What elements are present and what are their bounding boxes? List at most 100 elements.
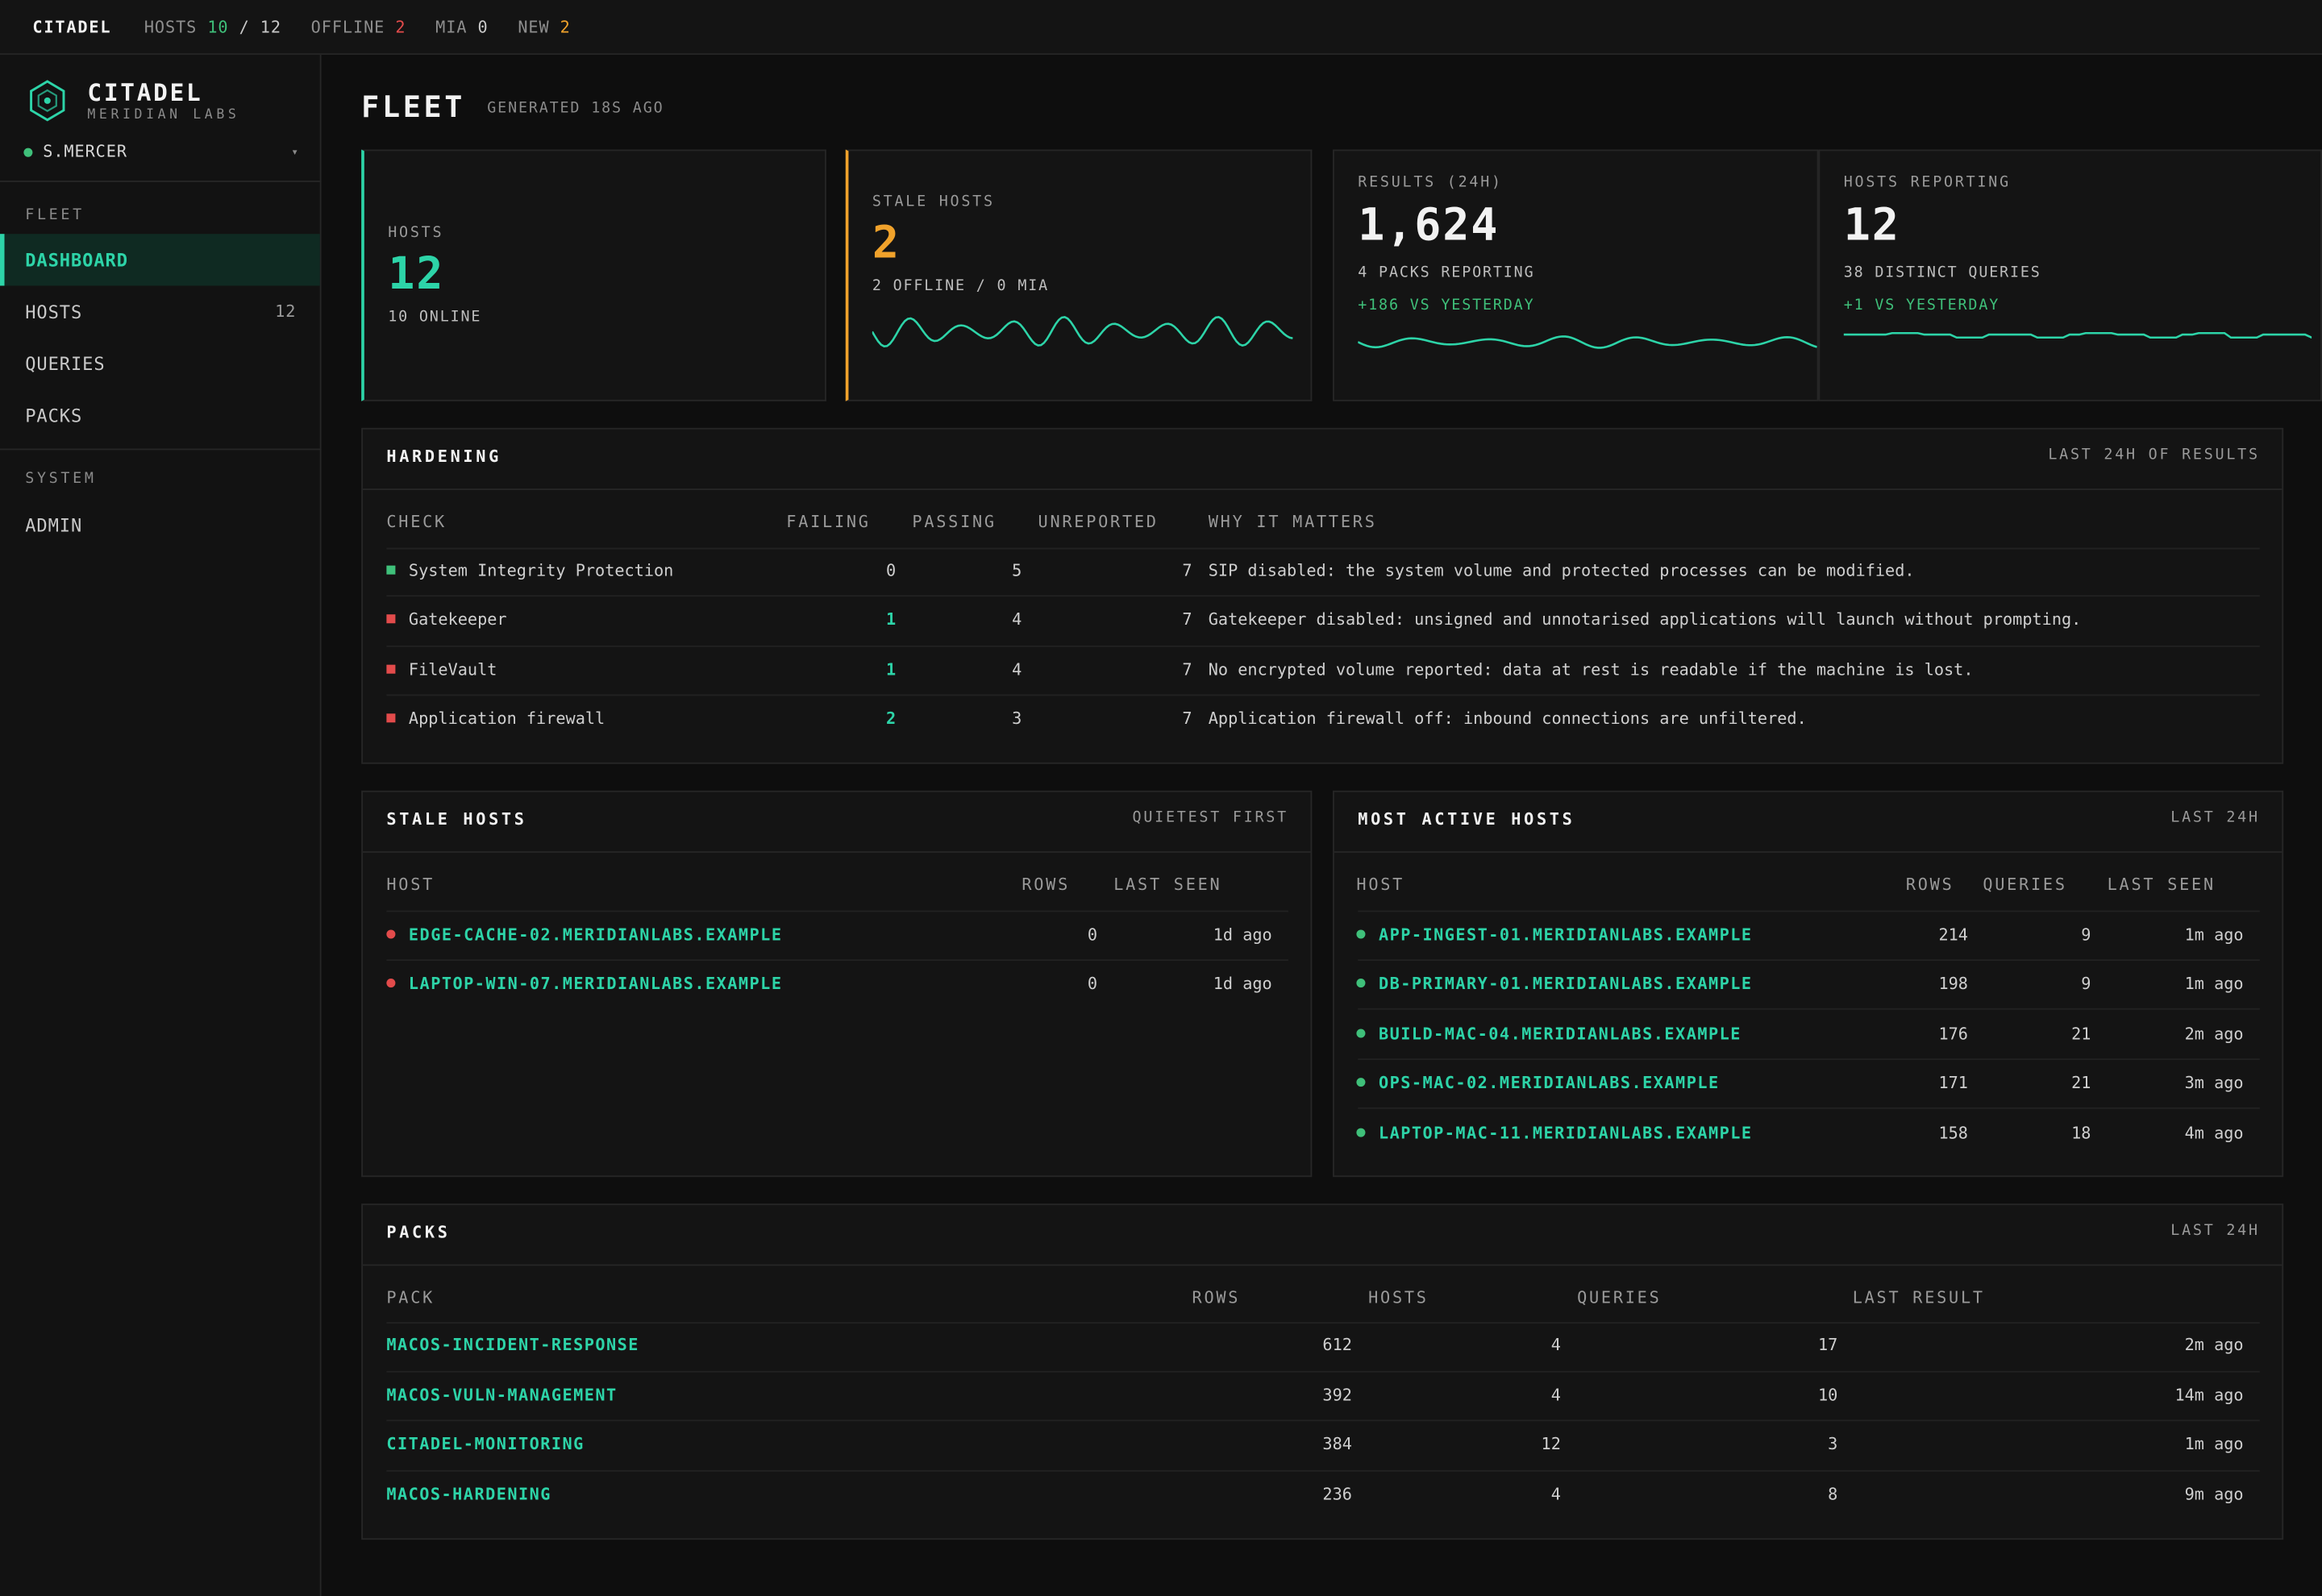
sidebar-item-queries[interactable]: QUERIES (0, 338, 320, 389)
sidebar-item-hosts[interactable]: HOSTS 12 (0, 285, 320, 337)
status-dot-icon (1356, 1029, 1366, 1038)
rows-count: 392 (1322, 1386, 1352, 1406)
column-header[interactable]: FAILING (786, 512, 871, 532)
pack-link[interactable]: MACOS-VULN-MANAGEMENT (386, 1386, 618, 1406)
sidebar: CITADEL MERIDIAN LABS S.MERCER ▾ FLEET D… (0, 54, 322, 1596)
topbar-hosts-sep: / (239, 17, 250, 36)
topbar-new-stat: NEW 2 (518, 17, 570, 36)
pack-link[interactable]: CITADEL-MONITORING (386, 1434, 585, 1454)
sidebar-logo[interactable]: CITADEL MERIDIAN LABS (28, 78, 240, 124)
panel-title: PACKS (386, 1223, 451, 1242)
unreported-count: 7 (1182, 609, 1192, 630)
host-link[interactable]: OPS-MAC-02.MERIDIANLABS.EXAMPLE (1356, 1074, 1719, 1092)
column-header[interactable]: HOST (386, 875, 435, 895)
topbar-hosts-online: 10 (207, 17, 229, 36)
column-header[interactable]: HOST (1356, 875, 1405, 895)
topbar-offline-stat: OFFLINE 2 (311, 17, 406, 36)
column-header[interactable]: UNREPORTED (1038, 512, 1159, 532)
last-seen: 1d ago (1213, 925, 1272, 945)
user-menu[interactable]: S.MERCER ▾ (23, 142, 299, 161)
kpi-card-hosts: HOSTS 12 10 ONLINE (361, 149, 826, 401)
rows-count: 214 (1938, 925, 1968, 945)
row-divider (386, 694, 2260, 696)
failing-count[interactable]: 2 (886, 709, 897, 729)
row-divider (1358, 1058, 2260, 1061)
sparkline-stale-hosts (872, 316, 1293, 347)
last-seen: 2m ago (2184, 1024, 2244, 1044)
kpi-card-results: RESULTS (24H) 1,624 4 PACKS REPORTING +1… (1333, 149, 1819, 401)
pack-link[interactable]: MACOS-INCIDENT-RESPONSE (386, 1335, 639, 1355)
kpi-sub: 4 PACKS REPORTING (1358, 264, 1535, 281)
sidebar-item-label: HOSTS (25, 301, 83, 322)
column-header[interactable]: ROWS (1905, 875, 1954, 895)
topbar-brand[interactable]: CITADEL (32, 17, 112, 36)
rows-count: 176 (1938, 1024, 1968, 1044)
topbar-hosts-total: 12 (260, 17, 281, 36)
panel-subtitle: QUIETEST FIRST (1132, 809, 1288, 826)
host-link[interactable]: APP-INGEST-01.MERIDIANLABS.EXAMPLE (1356, 925, 1752, 945)
panel-subtitle: LAST 24H OF RESULTS (2048, 447, 2260, 463)
sidebar-item-packs[interactable]: PACKS (0, 389, 320, 441)
column-header[interactable]: ROWS (1192, 1287, 1241, 1307)
sidebar-logo-subtitle: MERIDIAN LABS (87, 108, 240, 123)
row-divider (386, 1469, 2260, 1472)
column-header[interactable]: QUERIES (1577, 1287, 1662, 1307)
sparkline-results (1358, 335, 1817, 349)
column-header[interactable]: PACK (386, 1287, 435, 1307)
column-header[interactable]: QUERIES (1983, 875, 2067, 895)
queries-count: 8 (1828, 1485, 1838, 1505)
topbar-hosts-label: HOSTS (144, 17, 198, 36)
row-divider (1358, 1008, 2260, 1010)
column-header[interactable]: PASSING (912, 512, 997, 532)
column-header[interactable]: LAST RESULT (1852, 1287, 1985, 1307)
kpi-card-hosts-reporting: HOSTS REPORTING 12 38 DISTINCT QUERIES +… (1818, 149, 2322, 401)
sidebar-item-admin[interactable]: ADMIN (0, 499, 320, 551)
host-link[interactable]: EDGE-CACHE-02.MERIDIANLABS.EXAMPLE (386, 925, 782, 945)
queries-count: 3 (1828, 1434, 1838, 1454)
host-link[interactable]: BUILD-MAC-04.MERIDIANLABS.EXAMPLE (1356, 1025, 1741, 1044)
host-link[interactable]: LAPTOP-WIN-07.MERIDIANLABS.EXAMPLE (386, 975, 782, 993)
failing-count[interactable]: 1 (886, 609, 897, 630)
column-header[interactable]: LAST SEEN (2107, 875, 2216, 895)
status-square-icon (386, 713, 396, 723)
sidebar-item-dashboard[interactable]: DASHBOARD (0, 234, 320, 286)
rows-count: 0 (1087, 925, 1097, 945)
status-dot-icon (1356, 1128, 1366, 1137)
column-header[interactable]: ROWS (1022, 875, 1071, 895)
column-header[interactable]: LAST SEEN (1113, 875, 1222, 895)
topbar-offline-value: 2 (395, 17, 406, 36)
row-divider (386, 547, 2260, 550)
unreported-count: 7 (1182, 561, 1192, 580)
kpi-label: HOSTS REPORTING (1843, 174, 2011, 191)
queries-count: 9 (2081, 974, 2091, 994)
topbar-new-label: NEW (518, 17, 550, 36)
status-dot-icon (386, 979, 396, 988)
failing-count[interactable]: 1 (886, 660, 897, 680)
page-title: FLEET (361, 89, 466, 125)
panel-title: HARDENING (386, 447, 501, 467)
passing-count: 4 (1012, 609, 1022, 630)
kpi-value: 1,624 (1358, 199, 1500, 252)
last-result: 9m ago (2184, 1485, 2244, 1505)
status-square-icon (386, 565, 396, 575)
kpi-sub: 10 ONLINE (388, 309, 482, 326)
sidebar-section-fleet: FLEET (25, 207, 85, 224)
panel-title: MOST ACTIVE HOSTS (1358, 809, 1575, 829)
column-header[interactable]: HOSTS (1368, 1287, 1429, 1307)
unreported-count: 7 (1182, 660, 1192, 680)
column-header[interactable]: WHY IT MATTERS (1208, 512, 1377, 532)
sidebar-item-label: ADMIN (25, 514, 83, 535)
sidebar-logo-title: CITADEL (87, 78, 203, 107)
check-name: FileVault (386, 660, 497, 680)
host-link[interactable]: DB-PRIMARY-01.MERIDIANLABS.EXAMPLE (1356, 975, 1752, 993)
row-divider (386, 910, 1288, 912)
queries-count: 10 (1818, 1386, 1838, 1406)
kpi-delta: +1 VS YESTERDAY (1843, 297, 2000, 314)
sidebar-item-count: 12 (275, 301, 297, 322)
stale-hosts-panel: STALE HOSTS QUIETEST FIRST HOST ROWS LAS… (361, 790, 1313, 1178)
hosts-count: 4 (1550, 1386, 1561, 1406)
column-header[interactable]: CHECK (386, 512, 447, 532)
topbar-mia-label: MIA (435, 17, 468, 36)
pack-link[interactable]: MACOS-HARDENING (386, 1485, 551, 1505)
host-link[interactable]: LAPTOP-MAC-11.MERIDIANLABS.EXAMPLE (1356, 1124, 1752, 1143)
